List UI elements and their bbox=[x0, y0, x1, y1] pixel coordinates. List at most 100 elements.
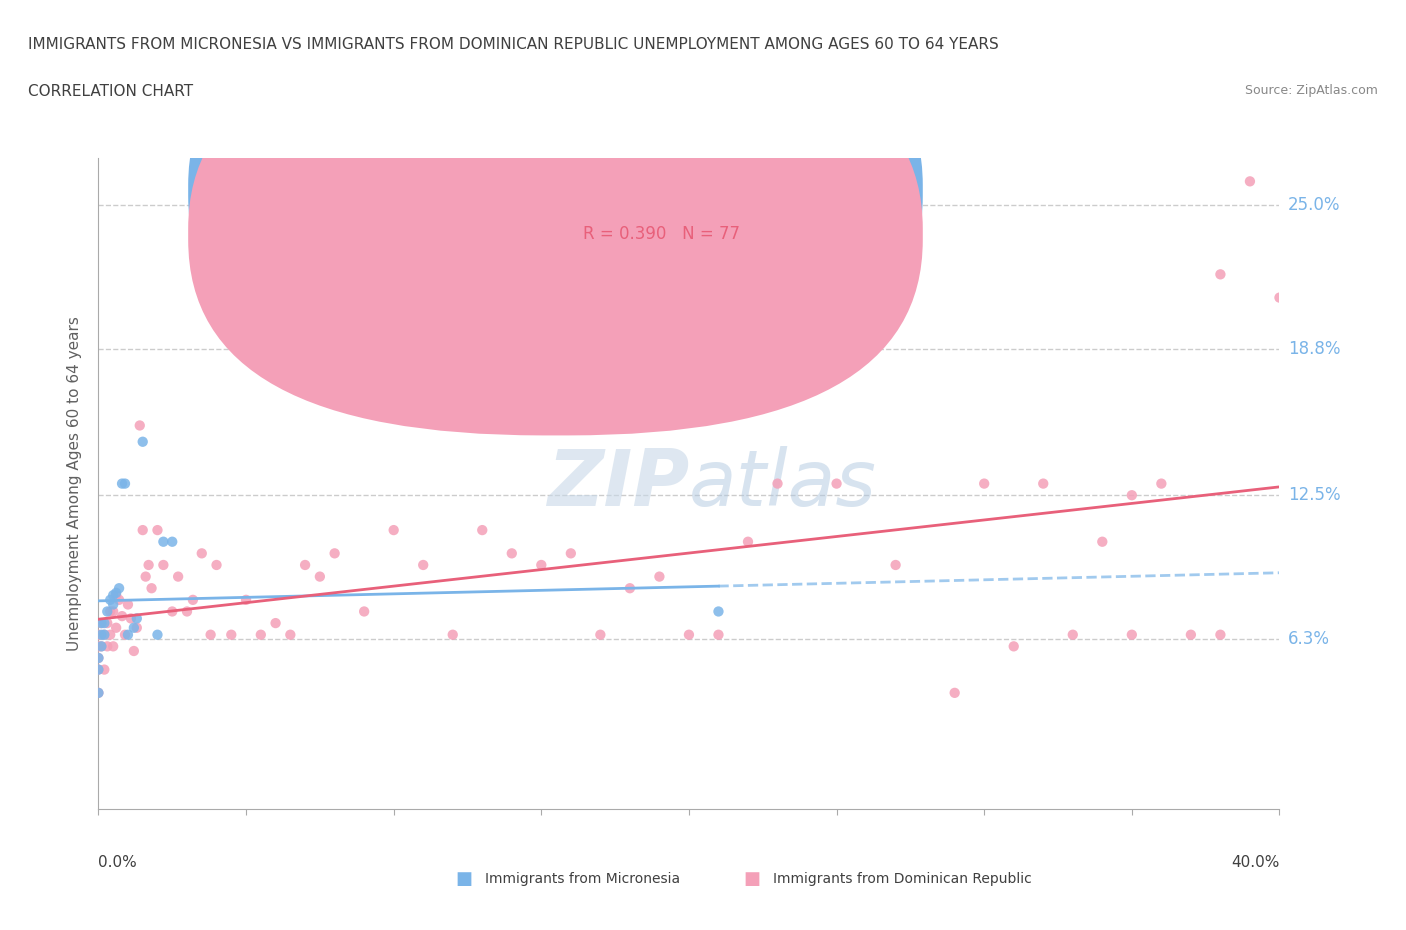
Point bbox=[441, 627, 464, 642]
Point bbox=[125, 620, 148, 635]
Point bbox=[87, 639, 110, 654]
Point bbox=[125, 611, 148, 626]
Point bbox=[103, 588, 125, 603]
Point bbox=[1239, 174, 1261, 189]
Point bbox=[105, 586, 128, 601]
Point bbox=[973, 476, 995, 491]
Point bbox=[105, 620, 128, 635]
Point bbox=[93, 627, 115, 642]
Point bbox=[135, 569, 157, 584]
Point bbox=[98, 627, 121, 642]
Point bbox=[205, 557, 228, 572]
Point bbox=[1121, 627, 1143, 642]
Point bbox=[181, 592, 204, 607]
Point bbox=[309, 569, 332, 584]
Point bbox=[353, 604, 375, 619]
Point bbox=[278, 627, 302, 642]
Point bbox=[1150, 476, 1173, 491]
Text: 12.5%: 12.5% bbox=[1288, 486, 1340, 504]
Point bbox=[90, 616, 112, 631]
FancyBboxPatch shape bbox=[188, 33, 922, 435]
Text: Source: ZipAtlas.com: Source: ZipAtlas.com bbox=[1244, 84, 1378, 97]
Point bbox=[87, 651, 110, 666]
Point bbox=[96, 604, 118, 619]
Point bbox=[132, 523, 155, 538]
Point bbox=[87, 662, 110, 677]
Point bbox=[737, 534, 759, 549]
Point bbox=[146, 627, 169, 642]
Point bbox=[943, 685, 966, 700]
Point bbox=[111, 609, 134, 624]
Point bbox=[501, 546, 523, 561]
Point bbox=[707, 627, 730, 642]
Point bbox=[87, 685, 110, 700]
Point bbox=[707, 604, 730, 619]
Point bbox=[382, 523, 405, 538]
Point bbox=[117, 627, 139, 642]
Text: 40.0%: 40.0% bbox=[1232, 855, 1279, 870]
Point bbox=[132, 434, 155, 449]
Point bbox=[117, 597, 139, 612]
Text: 18.8%: 18.8% bbox=[1288, 339, 1340, 358]
Text: R = 0.390   N = 77: R = 0.390 N = 77 bbox=[582, 225, 740, 244]
Point bbox=[103, 604, 125, 619]
Point bbox=[471, 523, 494, 538]
Point bbox=[87, 627, 110, 642]
Point bbox=[114, 627, 136, 642]
Point bbox=[108, 592, 131, 607]
Point bbox=[412, 557, 434, 572]
FancyBboxPatch shape bbox=[512, 165, 872, 253]
Point bbox=[138, 557, 160, 572]
Point bbox=[146, 523, 169, 538]
Point bbox=[105, 588, 128, 603]
Point bbox=[162, 534, 183, 549]
Text: ZIP: ZIP bbox=[547, 445, 689, 522]
FancyBboxPatch shape bbox=[188, 0, 922, 392]
Point bbox=[1268, 290, 1291, 305]
Point bbox=[128, 418, 150, 433]
Point bbox=[1121, 487, 1143, 502]
Point bbox=[90, 639, 112, 654]
Point bbox=[1209, 627, 1232, 642]
Point bbox=[152, 534, 174, 549]
Text: Immigrants from Dominican Republic: Immigrants from Dominican Republic bbox=[773, 871, 1032, 886]
Point bbox=[93, 616, 115, 631]
Point bbox=[648, 569, 671, 584]
Point bbox=[1209, 267, 1232, 282]
Point bbox=[93, 662, 115, 677]
Point bbox=[560, 546, 582, 561]
Point bbox=[98, 604, 121, 619]
Point bbox=[122, 644, 145, 658]
Text: Immigrants from Micronesia: Immigrants from Micronesia bbox=[485, 871, 681, 886]
Point bbox=[884, 557, 907, 572]
Text: ■: ■ bbox=[456, 870, 472, 888]
Point bbox=[176, 604, 198, 619]
Point bbox=[108, 580, 131, 595]
Text: 0.0%: 0.0% bbox=[98, 855, 138, 870]
Point bbox=[250, 627, 273, 642]
Text: IMMIGRANTS FROM MICRONESIA VS IMMIGRANTS FROM DOMINICAN REPUBLIC UNEMPLOYMENT AM: IMMIGRANTS FROM MICRONESIA VS IMMIGRANTS… bbox=[28, 37, 998, 52]
Point bbox=[152, 557, 174, 572]
Point bbox=[219, 627, 242, 642]
Point bbox=[87, 685, 110, 700]
Point bbox=[90, 616, 112, 631]
Point bbox=[90, 639, 112, 654]
Point bbox=[1032, 476, 1054, 491]
Y-axis label: Unemployment Among Ages 60 to 64 years: Unemployment Among Ages 60 to 64 years bbox=[67, 316, 83, 651]
Point bbox=[1062, 627, 1084, 642]
Point bbox=[678, 627, 700, 642]
Point bbox=[96, 639, 118, 654]
Point bbox=[1180, 627, 1202, 642]
Point bbox=[589, 627, 612, 642]
Text: R = 0.023   N = 24: R = 0.023 N = 24 bbox=[582, 181, 740, 200]
Point bbox=[619, 580, 641, 595]
Point bbox=[766, 476, 789, 491]
Point bbox=[1002, 639, 1025, 654]
Point bbox=[122, 620, 145, 635]
Point bbox=[323, 546, 346, 561]
Point bbox=[111, 476, 134, 491]
Point bbox=[103, 639, 125, 654]
Point bbox=[96, 616, 118, 631]
Point bbox=[87, 662, 110, 677]
Point bbox=[167, 569, 190, 584]
